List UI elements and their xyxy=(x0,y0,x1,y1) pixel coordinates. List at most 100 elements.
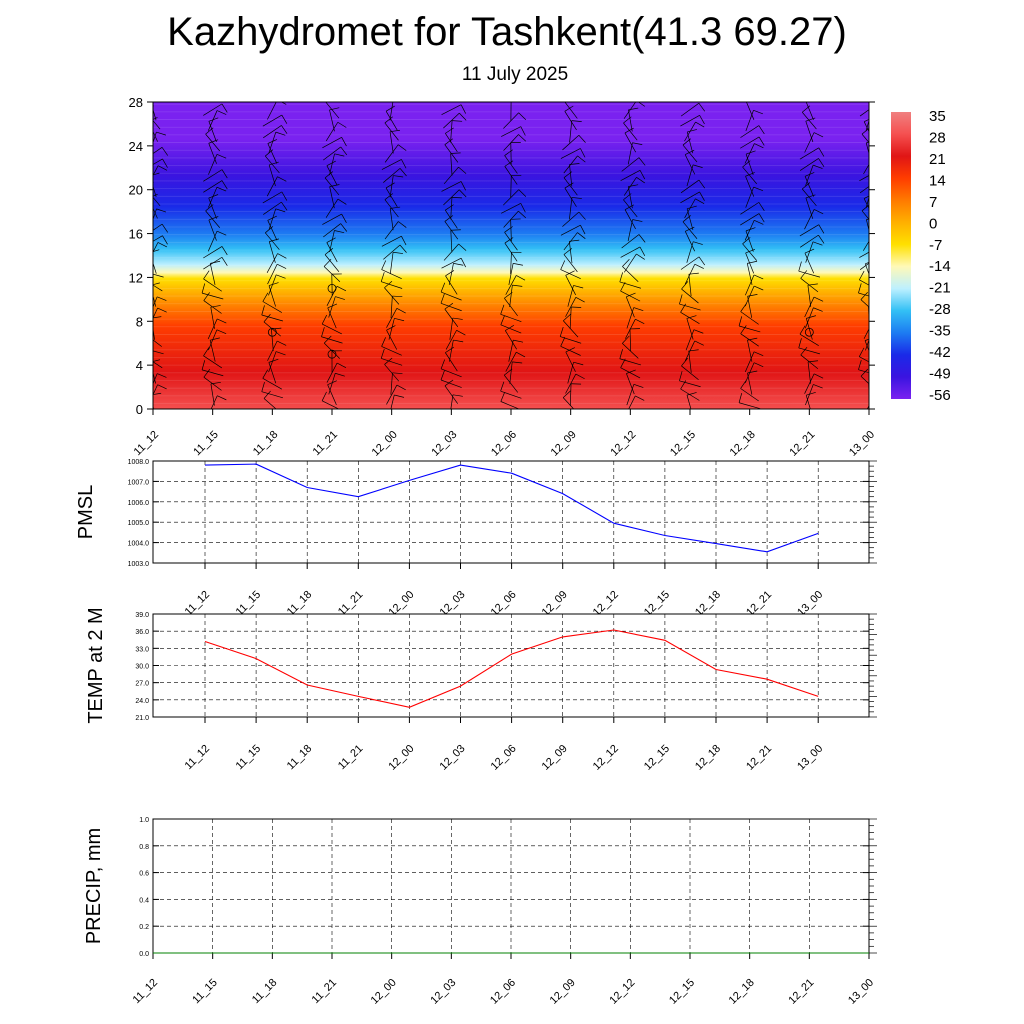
wind-barb xyxy=(265,232,280,250)
wind-barb xyxy=(744,351,755,373)
wind-barb xyxy=(805,384,814,406)
wind-barb-flag xyxy=(201,360,206,370)
wind-barb xyxy=(859,109,869,117)
wind-barb xyxy=(267,340,278,361)
wind-barb-flag xyxy=(269,161,279,166)
wind-barb xyxy=(210,307,215,329)
wind-barb xyxy=(389,131,394,154)
wind-barb xyxy=(444,209,458,229)
wind-barb xyxy=(267,220,278,241)
wind-barb xyxy=(153,235,163,242)
wind-barb xyxy=(384,221,399,240)
wind-barb-flag xyxy=(221,169,228,179)
colorbar-label: 14 xyxy=(929,172,946,189)
wind-barb-flag xyxy=(217,395,227,401)
wind-barb xyxy=(263,321,281,337)
wind-barb-flag xyxy=(698,256,706,266)
wind-barb xyxy=(500,324,522,334)
wind-barb xyxy=(619,358,641,366)
wind-barb-flag xyxy=(693,329,704,334)
wind-barb xyxy=(747,340,753,362)
wind-barb-flag xyxy=(512,361,523,364)
wind-barb-flag xyxy=(396,307,406,314)
wind-barb xyxy=(267,143,278,164)
wind-barb xyxy=(153,130,158,142)
wind-barb-flag xyxy=(694,340,704,346)
wind-barb xyxy=(861,210,869,220)
wind-barb xyxy=(680,179,700,194)
y-tick-label: 0.4 xyxy=(139,897,149,904)
y-tick-label: 0.2 xyxy=(139,924,149,931)
wind-barb-flag xyxy=(806,391,816,396)
wind-barb xyxy=(740,125,760,138)
wind-barb-flag xyxy=(281,201,288,211)
y-tick-label: 16 xyxy=(129,227,143,242)
wind-barb xyxy=(208,219,217,241)
wind-barb xyxy=(569,164,573,187)
wind-barb xyxy=(745,230,754,252)
wind-barb-flag xyxy=(859,270,865,281)
wind-barb-flag xyxy=(157,242,168,248)
wind-barb xyxy=(626,307,635,329)
wind-barb-flag xyxy=(153,105,154,107)
wind-barb xyxy=(563,232,578,251)
wind-barb xyxy=(386,384,398,405)
wind-barb xyxy=(325,122,339,142)
x-tick-label: 12_09 xyxy=(548,977,578,1007)
wind-barb xyxy=(326,242,338,263)
x-tick-label: 11_12 xyxy=(132,429,162,459)
wind-barb-flag xyxy=(799,325,806,335)
wind-barb-flag xyxy=(879,170,884,179)
wind-barb-flag xyxy=(456,329,466,336)
wind-barb-flag xyxy=(281,125,288,134)
wind-barb-flag xyxy=(698,103,706,112)
wind-barb-flag xyxy=(216,154,227,159)
wind-barb-flag xyxy=(341,137,347,147)
wind-barb xyxy=(390,372,393,395)
x-tick-label: 11_12 xyxy=(183,743,213,773)
wind-barb-flag xyxy=(341,213,347,224)
wind-barb xyxy=(681,365,699,380)
wind-barb-flag xyxy=(321,327,325,337)
wind-barb-flag xyxy=(635,318,645,325)
wind-barb xyxy=(627,186,633,209)
wind-barb xyxy=(509,361,513,384)
wind-barb-flag xyxy=(384,193,394,200)
wind-barb xyxy=(441,181,462,192)
wind-barb xyxy=(444,144,459,163)
wind-barb xyxy=(384,287,400,305)
wind-barb xyxy=(623,177,637,196)
x-tick-label: 12_18 xyxy=(693,743,723,773)
wind-barb xyxy=(448,263,454,286)
wind-barb-flag xyxy=(874,319,883,324)
wind-barb xyxy=(262,301,283,313)
y-tick-label: 0.6 xyxy=(139,871,149,878)
wind-barb xyxy=(450,197,453,220)
wind-barb xyxy=(503,374,519,393)
wind-barb-flag xyxy=(144,347,149,355)
wind-barb-flag xyxy=(153,359,161,362)
wind-barb xyxy=(203,180,223,193)
wind-barb xyxy=(805,197,814,219)
wind-barb xyxy=(445,133,458,152)
calm-marker xyxy=(327,283,337,293)
wind-barb xyxy=(627,142,633,165)
wind-barb-flag xyxy=(281,114,288,124)
wind-barb-flag xyxy=(326,160,336,167)
wind-barb xyxy=(859,279,869,286)
wind-barb xyxy=(864,263,869,276)
wind-barb-flag xyxy=(865,262,869,265)
wind-barb-flag xyxy=(504,226,513,233)
wind-barb-flag xyxy=(156,208,167,213)
wind-barb-flag xyxy=(747,294,758,297)
wind-barb-flag xyxy=(335,372,345,377)
wind-barb-flag xyxy=(518,189,527,197)
wind-barb xyxy=(565,297,577,317)
wind-barb-flag xyxy=(805,117,816,122)
wind-barb xyxy=(381,269,402,279)
wind-barb xyxy=(801,111,817,130)
wind-barb xyxy=(444,308,459,328)
wind-barb xyxy=(323,223,341,238)
wind-barb xyxy=(564,111,577,131)
colorbar-label: 0 xyxy=(929,215,937,232)
